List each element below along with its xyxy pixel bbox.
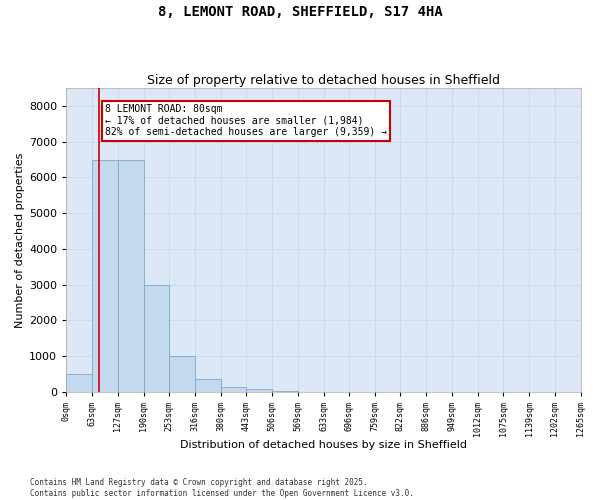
Bar xyxy=(195,380,221,392)
Bar xyxy=(67,374,92,392)
Title: Size of property relative to detached houses in Sheffield: Size of property relative to detached ho… xyxy=(147,74,500,87)
Bar xyxy=(92,160,118,392)
Bar xyxy=(247,389,272,392)
Text: Contains HM Land Registry data © Crown copyright and database right 2025.
Contai: Contains HM Land Registry data © Crown c… xyxy=(30,478,414,498)
X-axis label: Distribution of detached houses by size in Sheffield: Distribution of detached houses by size … xyxy=(180,440,467,450)
Bar xyxy=(221,387,247,392)
Bar xyxy=(118,160,143,392)
Bar xyxy=(169,356,195,392)
Bar xyxy=(272,390,298,392)
Y-axis label: Number of detached properties: Number of detached properties xyxy=(15,152,25,328)
Text: 8 LEMONT ROAD: 80sqm
← 17% of detached houses are smaller (1,984)
82% of semi-de: 8 LEMONT ROAD: 80sqm ← 17% of detached h… xyxy=(105,104,387,138)
Text: 8, LEMONT ROAD, SHEFFIELD, S17 4HA: 8, LEMONT ROAD, SHEFFIELD, S17 4HA xyxy=(158,5,442,19)
Bar xyxy=(143,284,169,392)
